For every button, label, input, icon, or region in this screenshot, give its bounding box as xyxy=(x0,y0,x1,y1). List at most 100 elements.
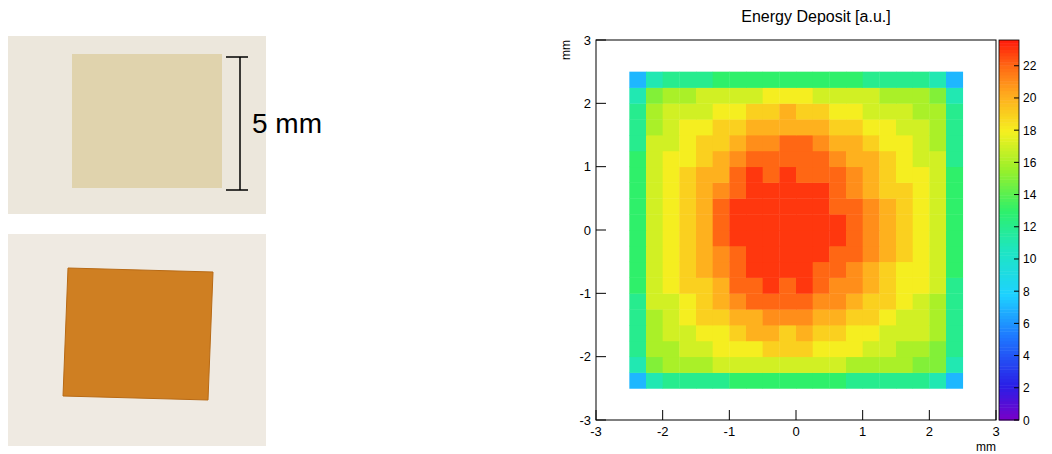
colorbar-band xyxy=(999,369,1019,373)
cell xyxy=(796,357,813,373)
colorbar-tick xyxy=(1014,162,1019,163)
cell xyxy=(646,119,663,135)
cell xyxy=(763,262,780,278)
cell xyxy=(713,246,730,262)
colorbar-band xyxy=(999,395,1019,399)
colorbar-band xyxy=(999,53,1019,57)
cell xyxy=(929,373,946,389)
colorbar-band xyxy=(999,376,1019,380)
cell xyxy=(646,151,663,167)
colorbar-band xyxy=(999,398,1019,402)
cell xyxy=(713,325,730,341)
y-tick-label: -1 xyxy=(579,286,591,301)
cell xyxy=(729,88,746,104)
colorbar-tick-label: 10 xyxy=(1023,252,1037,266)
x-axis-title: mm xyxy=(976,440,996,454)
cell xyxy=(813,278,830,294)
cell xyxy=(896,293,913,309)
x-tick-label: 2 xyxy=(926,424,933,439)
cell xyxy=(929,135,946,151)
cell xyxy=(946,151,963,167)
colorbar-tick xyxy=(1014,194,1019,195)
cell xyxy=(929,246,946,262)
cell xyxy=(629,151,646,167)
colorbar-band xyxy=(999,366,1019,370)
colorbar-band xyxy=(999,322,1019,326)
colorbar-band xyxy=(999,252,1019,256)
colorbar-band xyxy=(999,341,1019,345)
cell xyxy=(863,88,880,104)
colorbar-tick-label: 20 xyxy=(1023,91,1037,105)
colorbar-band xyxy=(999,360,1019,364)
cell xyxy=(629,309,646,325)
cell xyxy=(629,72,646,88)
cell xyxy=(813,103,830,119)
cell xyxy=(863,198,880,214)
cell xyxy=(929,167,946,183)
cell xyxy=(896,198,913,214)
cell xyxy=(796,151,813,167)
cell xyxy=(929,88,946,104)
colorbar-tick-label: 6 xyxy=(1023,317,1030,331)
x-tick-label: -3 xyxy=(590,424,602,439)
cell xyxy=(746,325,763,341)
colorbar-band xyxy=(999,183,1019,187)
cell xyxy=(729,183,746,199)
cell xyxy=(896,88,913,104)
colorbar-band xyxy=(999,126,1019,130)
cell xyxy=(929,230,946,246)
cell xyxy=(696,325,713,341)
cell xyxy=(946,198,963,214)
colorbar-band xyxy=(999,186,1019,190)
cell xyxy=(779,214,796,230)
cell xyxy=(813,341,830,357)
colorbar-tick-label: 2 xyxy=(1023,381,1030,395)
cell xyxy=(629,230,646,246)
colorbar-band xyxy=(999,319,1019,323)
cell xyxy=(863,309,880,325)
cell xyxy=(646,293,663,309)
cell xyxy=(796,72,813,88)
colorbar-band xyxy=(999,151,1019,155)
colorbar-tick-label: 14 xyxy=(1023,188,1037,202)
colorbar-tick-label: 16 xyxy=(1023,156,1037,170)
y-tick xyxy=(596,166,606,167)
cell xyxy=(729,167,746,183)
cell xyxy=(913,198,930,214)
cell xyxy=(879,198,896,214)
cell xyxy=(896,325,913,341)
cell xyxy=(663,230,680,246)
cell xyxy=(646,167,663,183)
cell xyxy=(846,262,863,278)
y-tick xyxy=(596,103,606,104)
cell xyxy=(796,103,813,119)
colorbar-tick xyxy=(1014,355,1019,356)
colorbar-band xyxy=(999,350,1019,354)
cell xyxy=(646,278,663,294)
y-tick xyxy=(596,230,606,231)
cell xyxy=(713,293,730,309)
cell xyxy=(746,214,763,230)
colorbar-band xyxy=(999,78,1019,82)
colorbar-band xyxy=(999,227,1019,231)
cell xyxy=(829,246,846,262)
cell xyxy=(729,357,746,373)
colorbar-band xyxy=(999,110,1019,114)
colorbar-band xyxy=(999,293,1019,297)
cell xyxy=(879,325,896,341)
cell xyxy=(796,119,813,135)
cell xyxy=(729,246,746,262)
cell xyxy=(696,373,713,389)
cell xyxy=(629,214,646,230)
cell xyxy=(813,167,830,183)
cell xyxy=(796,198,813,214)
cell xyxy=(846,278,863,294)
cell xyxy=(796,373,813,389)
colorbar-band xyxy=(999,290,1019,294)
cell xyxy=(746,278,763,294)
photo-sample-irradiated xyxy=(63,268,213,400)
colorbar-tick-label: 22 xyxy=(1023,59,1037,73)
cell xyxy=(896,230,913,246)
cell xyxy=(846,341,863,357)
x-tick xyxy=(996,410,997,420)
